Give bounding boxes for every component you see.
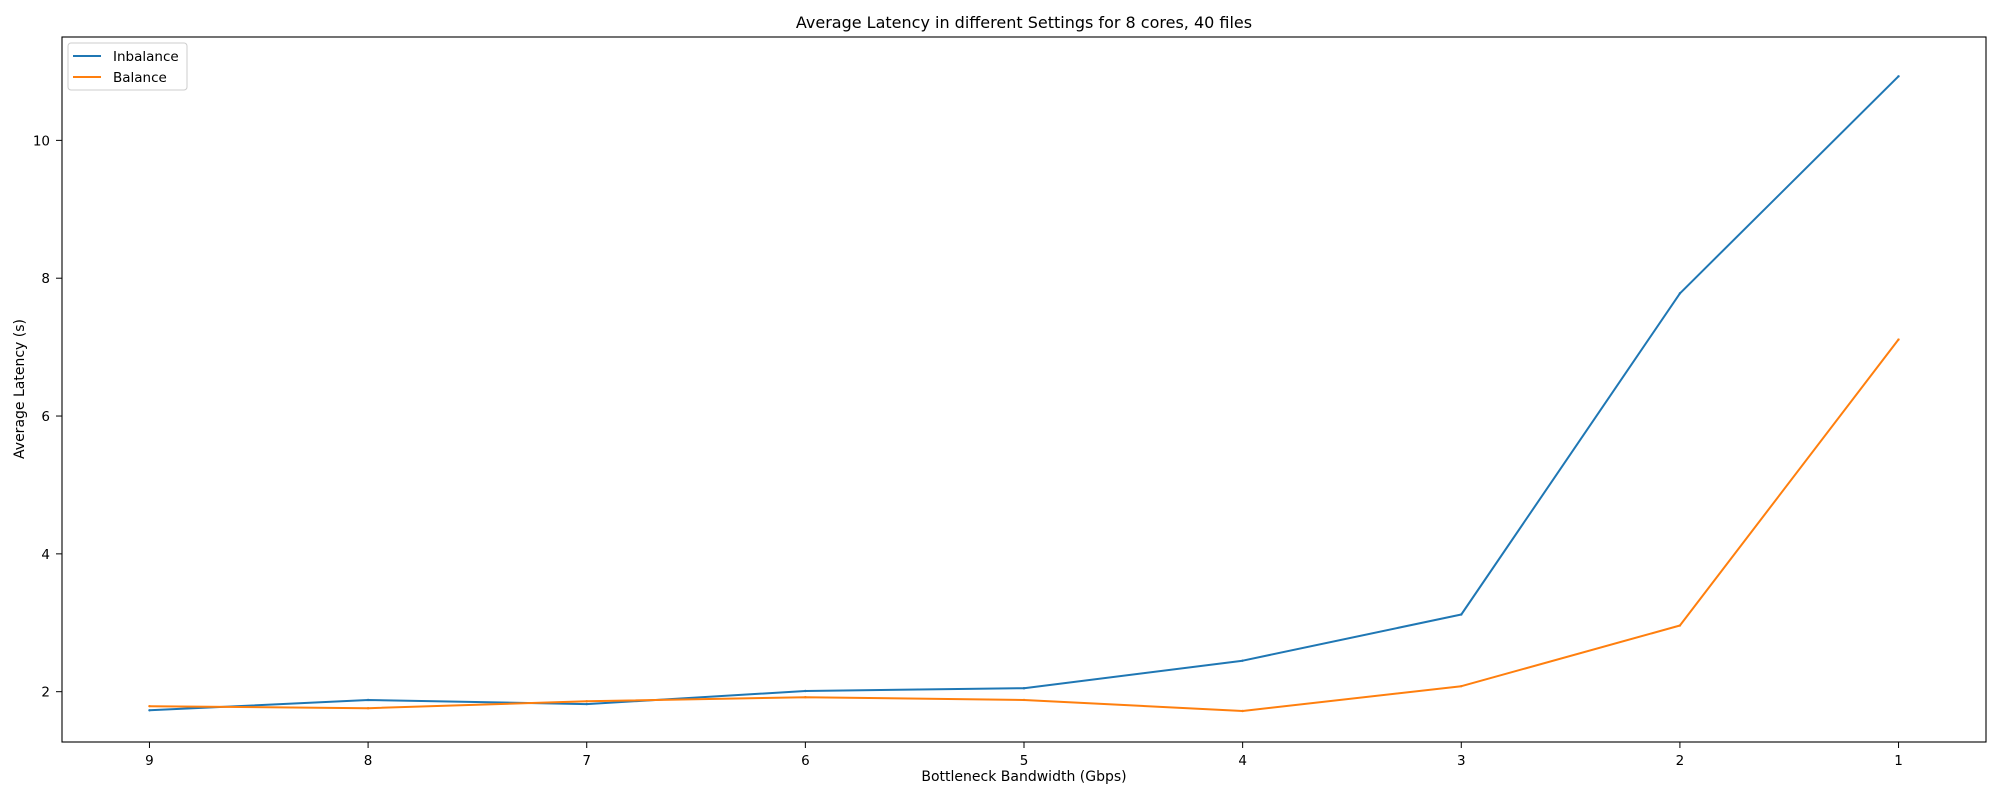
x-tick-label: 7 xyxy=(582,753,591,769)
legend-label-balance: Balance xyxy=(113,70,167,86)
data-point-balance xyxy=(1460,684,1463,688)
data-point-balance xyxy=(1022,698,1026,702)
data-point-balance xyxy=(585,700,588,703)
data-point-balance xyxy=(804,696,807,699)
y-tick-label: 2 xyxy=(41,685,50,701)
data-point-inbalance xyxy=(366,698,370,702)
y-tick-label: 8 xyxy=(41,271,50,287)
x-tick-label: 9 xyxy=(145,753,154,769)
data-point-balance xyxy=(366,707,370,710)
y-axis: 2 4 6 8 10 xyxy=(33,133,62,701)
x-tick-label: 8 xyxy=(364,753,373,769)
data-point-inbalance xyxy=(148,709,151,712)
x-tick-label: 3 xyxy=(1457,753,1466,769)
data-point-inbalance xyxy=(1678,292,1682,295)
data-point-balance xyxy=(1241,709,1244,713)
data-point-inbalance xyxy=(1022,687,1026,690)
x-tick-label: 6 xyxy=(801,753,810,769)
x-tick-label: 5 xyxy=(1020,753,1029,769)
plot-area xyxy=(61,36,1987,743)
data-point-inbalance xyxy=(1897,75,1900,78)
x-tick-label: 2 xyxy=(1676,753,1685,769)
x-axis: 9 8 7 6 5 4 3 2 1 xyxy=(145,742,1903,769)
data-point-balance xyxy=(148,704,151,708)
legend-label-inbalance: Inbalance xyxy=(113,49,179,65)
y-tick-label: 10 xyxy=(33,133,50,149)
data-point-balance xyxy=(1897,338,1900,341)
series-lines xyxy=(148,75,1900,713)
x-axis-label: Bottleneck Bandwidth (Gbps) xyxy=(921,769,1126,785)
chart-title: Average Latency in different Settings fo… xyxy=(796,13,1252,32)
y-tick-label: 4 xyxy=(41,547,50,563)
data-point-balance xyxy=(1678,624,1682,627)
legend: Inbalance Balance xyxy=(67,42,188,91)
data-point-inbalance xyxy=(1460,613,1463,616)
x-tick-label: 1 xyxy=(1894,753,1903,769)
y-axis-label: Average Latency (s) xyxy=(12,319,28,459)
data-point-inbalance xyxy=(804,689,807,693)
y-tick-label: 6 xyxy=(41,409,50,425)
data-point-inbalance xyxy=(585,702,588,706)
legend-box xyxy=(67,42,188,91)
x-tick-label: 4 xyxy=(1238,753,1247,769)
data-point-inbalance xyxy=(1241,659,1244,662)
